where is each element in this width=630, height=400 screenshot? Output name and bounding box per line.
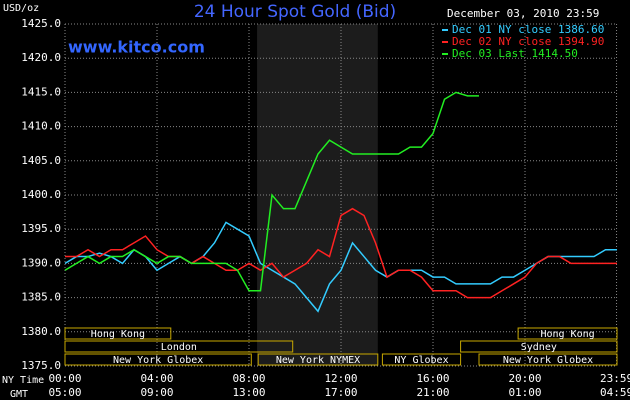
- session-label: New York Globex: [113, 355, 203, 366]
- session-label: NY Globex: [394, 355, 448, 366]
- series-line: [65, 207, 617, 299]
- x-axis-label: NY Time: [2, 375, 44, 386]
- y-tick-label: 1395.0: [21, 222, 61, 235]
- y-tick-label: 1405.0: [21, 154, 61, 167]
- x2-tick-label: 21:00: [416, 386, 449, 399]
- y-tick-label: 1380.0: [21, 325, 61, 338]
- legend-label: Dec 02 NY close 1394.90: [452, 35, 604, 48]
- series-line: [64, 91, 479, 292]
- x2-tick-label: 09:00: [140, 386, 173, 399]
- y-tick-label: 1415.0: [21, 85, 61, 98]
- x-tick-label: 20:00: [508, 372, 541, 385]
- session-bar: [64, 327, 172, 340]
- session-label: London: [161, 342, 197, 353]
- chart-title: 24 Hour Spot Gold (Bid): [194, 2, 396, 22]
- legend-label: Dec 01 NY close 1386.60: [452, 23, 604, 36]
- x2-tick-label: 17:00: [324, 386, 357, 399]
- y-tick-label: 1425.0: [21, 17, 61, 30]
- session-label: New York Globex: [503, 355, 593, 366]
- x2-tick-label: 13:00: [232, 386, 265, 399]
- session-bar: [517, 327, 618, 340]
- session-bar: [64, 353, 252, 366]
- session-bar: [460, 340, 618, 353]
- session-bar: [257, 353, 379, 366]
- session-bar: [64, 340, 294, 353]
- y-tick-label: 1375.0: [21, 359, 61, 372]
- x2-tick-label: 01:00: [508, 386, 541, 399]
- series-line: [64, 221, 617, 313]
- session-label: Sydney: [521, 342, 557, 353]
- y-tick-label: 1420.0: [21, 51, 61, 64]
- x2-tick-label: 05:00: [48, 386, 81, 399]
- x-tick-label: 12:00: [324, 372, 357, 385]
- y-tick-label: 1400.0: [21, 188, 61, 201]
- x2-tick-label: 04:59: [600, 386, 630, 399]
- x-tick-label: 08:00: [232, 372, 265, 385]
- x-tick-label: 04:00: [140, 372, 173, 385]
- y-tick-label: 1410.0: [21, 120, 61, 133]
- session-label: Hong Kong: [91, 329, 145, 340]
- x2-axis-label: GMT: [10, 389, 28, 400]
- legend-label: Dec 03 Last 1414.50: [452, 47, 578, 60]
- x-tick-label: 00:00: [48, 372, 81, 385]
- session-bar: [478, 353, 618, 366]
- session-bar: [381, 353, 462, 366]
- y-tick-label: 1390.0: [21, 256, 61, 269]
- session-label: Hong Kong: [540, 329, 594, 340]
- y-tick-label: 1385.0: [21, 291, 61, 304]
- x-tick-label: 16:00: [416, 372, 449, 385]
- x-tick-label: 23:59: [600, 372, 630, 385]
- y-axis-label: USD/oz: [3, 3, 39, 14]
- chart-subtitle: December 03, 2010 23:59: [447, 7, 599, 20]
- watermark: www.kitco.com: [68, 38, 205, 57]
- session-label: New York NYMEX: [276, 355, 360, 366]
